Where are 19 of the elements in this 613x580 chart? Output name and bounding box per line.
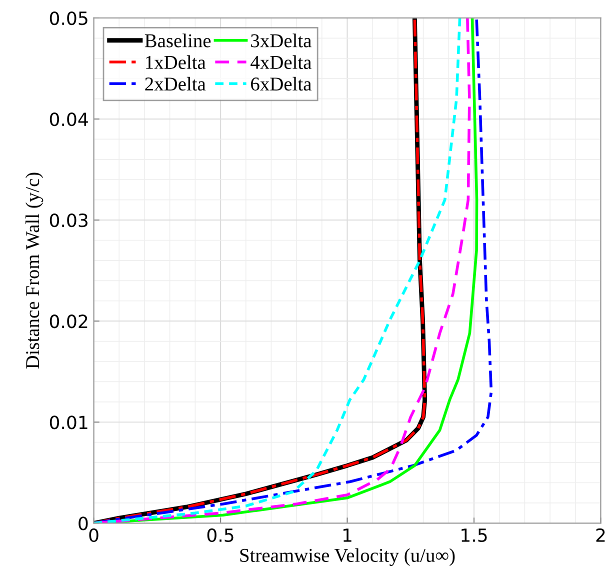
x-tick-label: 0 (89, 528, 98, 542)
y-tick-label: 0.05 (50, 11, 88, 26)
y-tick-label: 0 (78, 516, 88, 530)
x-tick-label: 1.5 (462, 528, 487, 542)
y-tick-label: 0.04 (50, 112, 88, 126)
x-tick-label: 1 (344, 528, 352, 542)
y-axis-title: Distance From Wall (y/c) (25, 172, 44, 369)
y-tick-label: 0.03 (50, 214, 88, 228)
y-tick-label: 0.01 (50, 416, 88, 430)
x-tick-label: 0.5 (207, 528, 234, 542)
x-tick-label: 2 (596, 528, 605, 542)
legend-label: 2xDelta (145, 76, 206, 91)
x-axis-title: Streamwise Velocity (u/u∞) (240, 548, 455, 566)
y-tick-label: 0.02 (50, 314, 88, 328)
legend-label: Baseline (144, 34, 211, 48)
legend-label: 6xDelta (251, 76, 312, 91)
legend-label: 1xDelta (146, 55, 206, 69)
legend-label: 3xDelta (251, 34, 312, 48)
legend-label: 4xDelta (250, 55, 312, 69)
